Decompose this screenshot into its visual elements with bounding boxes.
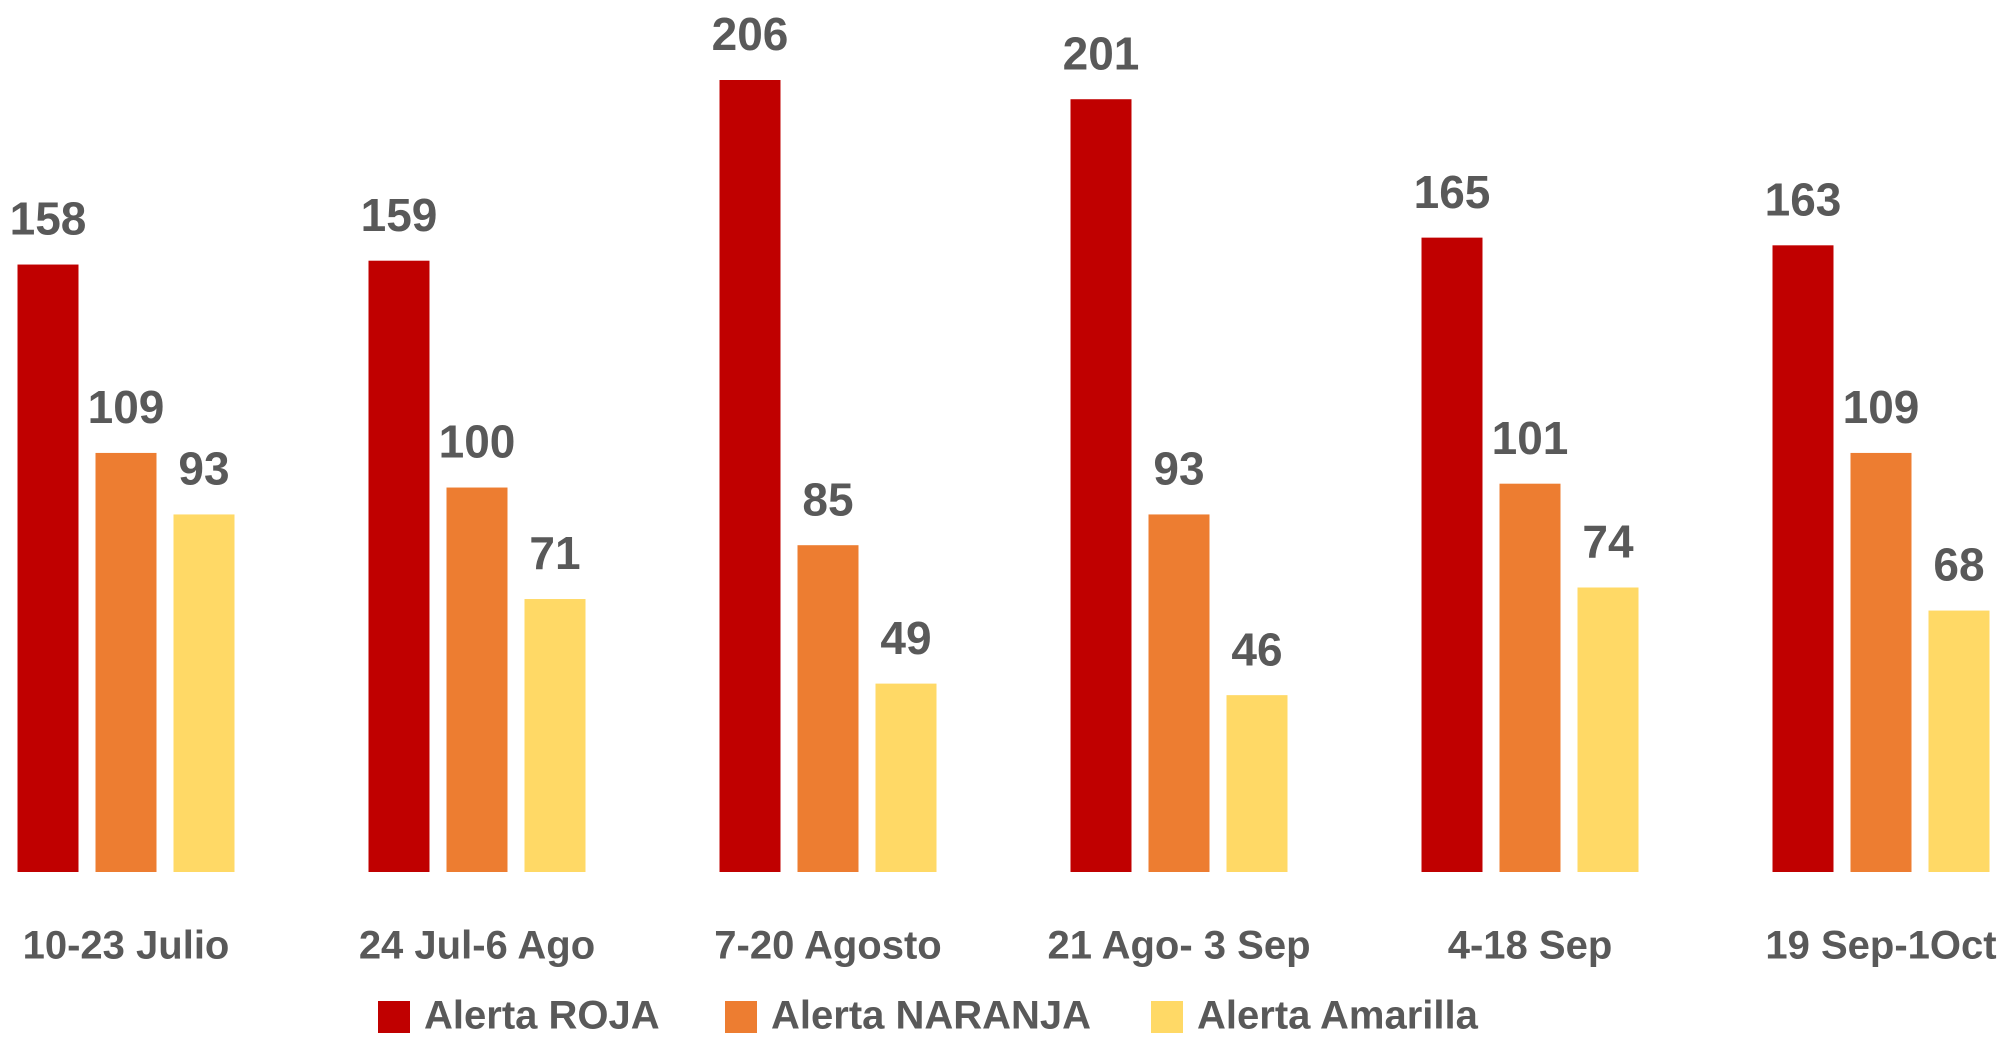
data-label: 165 [1414,166,1491,218]
bar [797,545,859,872]
data-label: 206 [712,8,789,60]
bar [524,599,586,872]
bar [95,452,157,872]
data-label: 100 [439,416,516,468]
bar [1577,587,1639,872]
bar [1499,483,1561,872]
x-tick-label: 21 Ago- 3 Sep [1047,924,1310,968]
legend-swatch [378,1001,410,1033]
legend-swatch [725,1001,757,1033]
x-tick-label: 7-20 Agosto [714,924,941,968]
bar [1772,245,1834,873]
data-label: 158 [10,193,87,245]
x-tick-label: 24 Jul-6 Ago [359,924,595,968]
legend-label: Alerta NARANJA [771,994,1091,1037]
x-tick-label: 19 Sep-1Oct [1765,924,1996,968]
legend-label: Alerta ROJA [424,994,660,1037]
data-label: 71 [529,527,580,579]
data-label: 93 [1153,443,1204,495]
x-tick-label: 10-23 Julio [23,924,230,968]
data-label: 109 [1843,381,1920,433]
data-label: 46 [1231,623,1282,675]
legend-label: Alerta Amarilla [1197,994,1479,1037]
bar [719,80,781,872]
bar [17,264,79,872]
bar [1148,514,1210,872]
data-label: 68 [1933,539,1984,591]
data-label: 201 [1063,27,1140,79]
data-label: 109 [88,381,165,433]
bar [1421,237,1483,872]
bar [1928,610,1990,872]
bar [875,683,937,872]
data-label: 74 [1582,516,1634,568]
data-label: 159 [361,189,438,241]
data-label: 163 [1765,173,1842,225]
bar [173,514,235,872]
bar [1070,99,1132,873]
x-tick-label: 4-18 Sep [1448,924,1613,968]
bar [1850,452,1912,872]
bar [368,260,430,872]
data-label: 85 [802,473,853,525]
bar [1226,695,1288,872]
bar [446,487,508,872]
data-label: 93 [178,443,229,495]
data-label: 101 [1492,412,1569,464]
data-label: 49 [880,612,931,664]
legend-swatch [1151,1001,1183,1033]
